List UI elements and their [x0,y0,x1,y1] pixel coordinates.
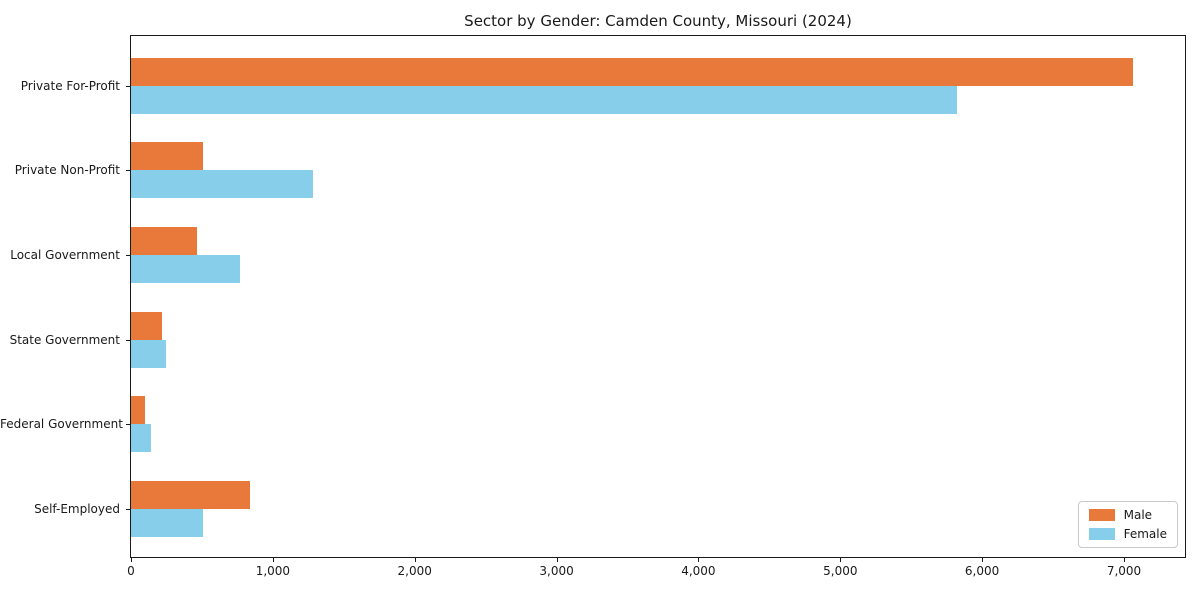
bar-female-2 [131,254,240,283]
bar-male-1 [131,142,204,171]
x-tick-mark [414,558,416,562]
x-tick-mark [982,558,984,562]
x-tick-label: 0 [127,564,135,578]
legend-entry-male: Male [1088,508,1167,522]
x-tick-label: 3,000 [539,564,574,578]
y-tick-mark [126,339,130,341]
x-tick-label: 4,000 [681,564,716,578]
bar-male-0 [131,57,1133,86]
y-tick-mark [126,254,130,256]
x-tick-label: 1,000 [255,564,291,578]
bar-male-2 [131,226,197,255]
bar-male-5 [131,481,251,509]
legend-label: Male [1123,508,1153,522]
category-label: Self-Employed [34,502,120,516]
x-tick-mark [272,558,274,562]
y-tick-mark [126,85,130,87]
legend-swatch-male [1088,509,1115,521]
chart-title: Sector by Gender: Camden County, Missour… [464,12,852,30]
x-tick-label: 7,000 [1106,564,1142,578]
category-label: Local Government [10,247,120,262]
bar-female-3 [131,339,166,368]
legend: Male Female [1077,501,1178,548]
y-tick-mark [126,424,130,426]
x-tick-mark [131,558,132,562]
bar-female-0 [131,85,957,114]
x-tick-label: 5,000 [823,564,858,578]
bar-female-4 [131,424,151,453]
x-tick-mark [840,558,842,562]
x-tick-label: 2,000 [397,564,432,578]
x-tick-mark [1124,558,1125,562]
legend-label: Female [1123,527,1167,541]
category-label: Private For-Profit [20,78,120,93]
legend-swatch-female [1088,528,1115,540]
category-label: State Government [9,332,120,347]
x-tick-mark [698,558,700,562]
x-tick-label: 6,000 [964,564,1000,578]
x-tick-mark [556,558,558,562]
category-label: Federal Government [0,417,123,432]
y-tick-mark [126,170,130,172]
bar-male-3 [131,311,163,340]
plot-area: Male Female [130,35,1186,558]
bar-male-4 [131,396,146,425]
bar-female-1 [131,170,313,199]
bar-female-5 [131,509,204,537]
legend-entry-female: Female [1088,527,1167,541]
y-tick-mark [126,509,130,510]
category-label: Private Non-Profit [14,163,120,178]
